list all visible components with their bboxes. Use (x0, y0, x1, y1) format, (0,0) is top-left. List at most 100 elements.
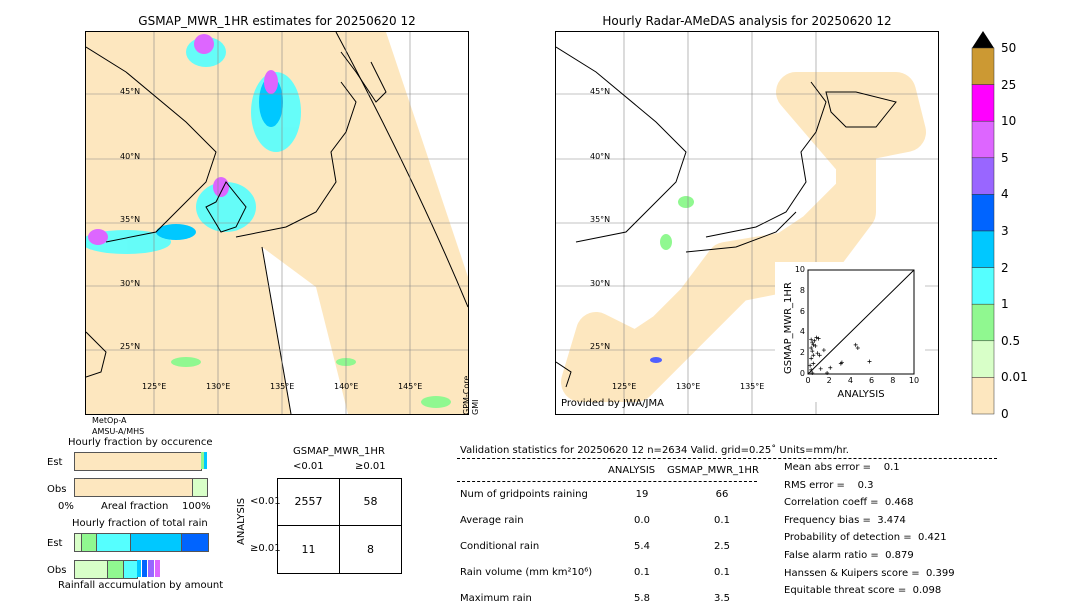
colorbar-label: 25 (1001, 77, 1017, 92)
lon-label: 125°E (142, 382, 167, 391)
scatter-point (813, 343, 818, 348)
obs-bar-dry (74, 478, 193, 497)
colorbar (970, 30, 996, 416)
sensor-label-right: GPM-Core GMI (462, 376, 480, 415)
col-label: <0.01 (293, 461, 324, 472)
y-tick-label: 6 (799, 306, 805, 316)
est-bar-dry (74, 452, 202, 471)
lon-label: 145°E (398, 382, 423, 391)
score-line: Frequency bias = 3.474 (784, 514, 906, 526)
stat-gsmap: 66 (715, 489, 729, 500)
scatter-point (811, 361, 816, 366)
score-line: RMS error = 0.3 (784, 479, 874, 491)
lon-label: 130°E (676, 382, 701, 391)
lon-label: 130°E (206, 382, 231, 391)
obs-bar-light (192, 478, 208, 497)
x1-label: 100% (182, 501, 211, 512)
lat-label: 30°N (590, 279, 611, 288)
score-line: Correlation coeff = 0.468 (784, 497, 914, 509)
colorbar-label: 5 (1001, 150, 1009, 165)
colorbar-label: 1 (1001, 297, 1009, 312)
scatter-point (825, 370, 830, 375)
x-tick-label: 6 (869, 376, 875, 385)
est-bar-mod (204, 452, 207, 469)
scatter-point (811, 353, 816, 358)
total-rain-title: Hourly fraction of total rain (72, 518, 208, 529)
row-label: ≥0.01 (250, 543, 281, 554)
y-tick-label: 8 (799, 285, 805, 295)
colorbar-extend-arrow (972, 31, 994, 48)
colorbar-label: 4 (1001, 187, 1009, 202)
colorbar-bin (971, 340, 995, 378)
colorbar-bin (971, 377, 995, 415)
lat-label: 35°N (120, 215, 141, 224)
stats-header: Validation statistics for 20250620 12 n=… (460, 445, 849, 456)
colorbar-label: 0 (1001, 407, 1009, 421)
row-label-obs: Obs (47, 484, 67, 495)
colorbar-bin (971, 157, 995, 195)
left-map-title: GSMAP_MWR_1HR estimates for 20250620 12 (138, 14, 416, 28)
x0-label: 0% (58, 501, 74, 512)
lon-label: 135°E (270, 382, 295, 391)
colorbar-bin (971, 47, 995, 85)
occurrence-title: Hourly fraction by occurence (68, 437, 213, 448)
scatter-plot (807, 269, 915, 375)
stats-col2: GSMAP_MWR_1HR (667, 465, 759, 476)
col-label: ≥0.01 (355, 461, 386, 472)
lat-label: 45°N (120, 87, 141, 96)
colorbar-bin (971, 267, 995, 305)
scatter-point (839, 360, 844, 365)
lat-label: 45°N (590, 87, 611, 96)
scatter-point (855, 346, 860, 350)
colorbar-label: 0.01 (1001, 370, 1028, 385)
contingency-cell: 8 (339, 525, 402, 574)
left-map-canvas (86, 32, 468, 414)
lat-label: 30°N (120, 279, 141, 288)
scatter-point (812, 338, 817, 343)
scatter-point (828, 365, 833, 370)
scatter-point (853, 342, 858, 347)
lat-label: 35°N (590, 215, 611, 224)
stat-gsmap: 0.1 (714, 567, 730, 578)
y-tick-label: 4 (799, 327, 805, 337)
colorbar-label: 0.5 (1001, 333, 1021, 348)
scatter-point (809, 337, 814, 342)
x-tick-label: 2 (826, 376, 832, 385)
score-line: Mean abs error = 0.1 (784, 462, 900, 473)
stat-analysis: 0.0 (634, 515, 650, 526)
scatter-point (808, 363, 813, 368)
scatter-point (867, 359, 872, 364)
scatter-inset: ANALYSIS GSMAP_MWR_1HR 0 0 2 2 4 4 6 6 8 8 10 10 (775, 262, 925, 402)
contingency-cell: 58 (339, 478, 402, 526)
row-label: <0.01 (250, 496, 281, 507)
colorbar-label: 2 (1001, 260, 1009, 275)
y-tick-label: 0 (799, 369, 805, 378)
lat-label: 40°N (590, 152, 611, 161)
x-tick-label: 8 (890, 376, 896, 385)
sensor-label: GPM-Core (462, 375, 471, 415)
score-line: False alarm ratio = 0.879 (784, 550, 914, 561)
right-map-title: Hourly Radar-AMeDAS analysis for 2025062… (602, 14, 892, 28)
scatter-point (814, 335, 819, 340)
lon-label: 135°E (740, 382, 765, 391)
scatter-xlabel: ANALYSIS (837, 389, 885, 400)
sensor-label: MetOp-A (92, 416, 127, 425)
contingency-cell: 11 (277, 525, 340, 574)
stats-col1: ANALYSIS (608, 465, 656, 476)
lon-label: 140°E (334, 382, 359, 391)
colorbar-label: 50 (1001, 41, 1017, 55)
score-line: Equitable threat score = 0.098 (784, 585, 942, 597)
stat-label: Rain volume (mm km²10⁶) (460, 567, 593, 578)
row-label-est: Est (47, 457, 63, 468)
scatter-point (810, 340, 815, 345)
scatter-point (815, 351, 820, 356)
colorbar-bin (971, 230, 995, 268)
x-tick-label: 10 (908, 376, 920, 385)
scatter-point (810, 370, 815, 375)
occurrence-bars (74, 452, 208, 497)
colorbar-bin (971, 84, 995, 122)
scatter-point (810, 349, 815, 354)
y-tick-label: 2 (799, 348, 805, 358)
row-label-obs: Obs (47, 565, 67, 576)
stat-gsmap: 3.5 (714, 593, 730, 604)
